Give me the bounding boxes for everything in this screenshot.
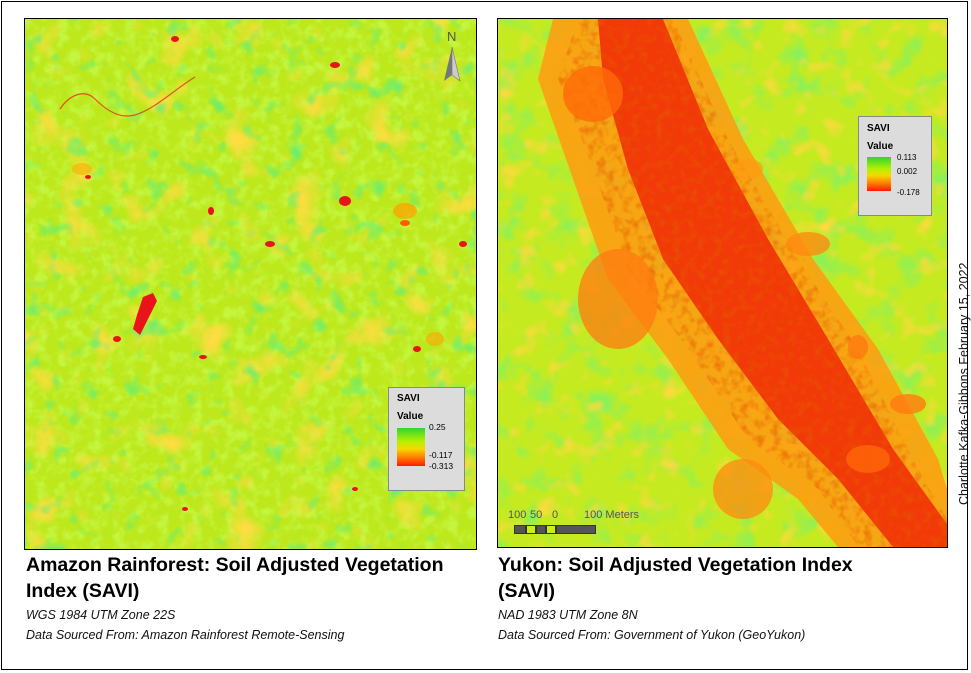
north-arrow: N bbox=[439, 29, 465, 85]
scale-label-0: 0 bbox=[552, 509, 559, 521]
legend-tick-low: -0.313 bbox=[429, 461, 454, 471]
legend-tick-high: 0.113 bbox=[897, 153, 917, 162]
legend-tick-mid: 0.002 bbox=[897, 167, 918, 176]
amazon-data-source: Data Sourced From: Amazon Rainforest Rem… bbox=[26, 628, 345, 642]
yukon-projection: NAD 1983 UTM Zone 8N bbox=[498, 608, 638, 622]
legend-tick-high: 0.25 bbox=[429, 422, 446, 432]
yukon-raster bbox=[498, 19, 947, 547]
legend-tick-mid: -0.117 bbox=[429, 450, 453, 460]
amazon-savi-legend: SAVI Value 0.25 -0.117 -0.313 bbox=[388, 387, 465, 491]
yukon-data-source: Data Sourced From: Government of Yukon (… bbox=[498, 628, 806, 642]
legend-color-ramp bbox=[397, 428, 425, 466]
amazon-map-title: Amazon Rainforest: Soil Adjusted Vegetat… bbox=[26, 554, 444, 602]
north-arrow-icon bbox=[444, 46, 461, 82]
amazon-savi-map: N SAVI Value 0.25 -0.117 -0.313 bbox=[24, 18, 477, 550]
scale-label-meters: 100 Meters bbox=[584, 509, 640, 521]
scale-segment bbox=[514, 525, 526, 534]
author-credit: Charlotte Kafka-Gibbons February 15, 202… bbox=[957, 262, 971, 506]
legend-subtitle: Value bbox=[867, 141, 894, 152]
legend-subtitle: Value bbox=[397, 411, 424, 422]
scale-bar: 100 50 0 100 Meters bbox=[508, 509, 676, 539]
scale-segment bbox=[556, 525, 596, 534]
legend-color-ramp bbox=[867, 157, 891, 191]
scale-segment bbox=[526, 525, 536, 534]
amazon-projection: WGS 1984 UTM Zone 22S bbox=[26, 608, 176, 622]
legend-title: SAVI bbox=[397, 393, 420, 404]
scale-label-100: 100 bbox=[508, 509, 527, 521]
yukon-map-title: Yukon: Soil Adjusted Vegetation Index (S… bbox=[498, 554, 853, 602]
scale-segment bbox=[536, 525, 546, 534]
legend-title: SAVI bbox=[867, 123, 890, 134]
scale-segment bbox=[546, 525, 556, 534]
north-arrow-letter: N bbox=[447, 29, 457, 44]
scale-label-50: 50 bbox=[530, 509, 543, 521]
legend-tick-low: -0.178 bbox=[897, 188, 920, 197]
yukon-savi-map: SAVI Value 0.113 0.002 -0.178 100 50 0 1… bbox=[497, 18, 948, 548]
yukon-savi-legend: SAVI Value 0.113 0.002 -0.178 bbox=[858, 116, 932, 216]
